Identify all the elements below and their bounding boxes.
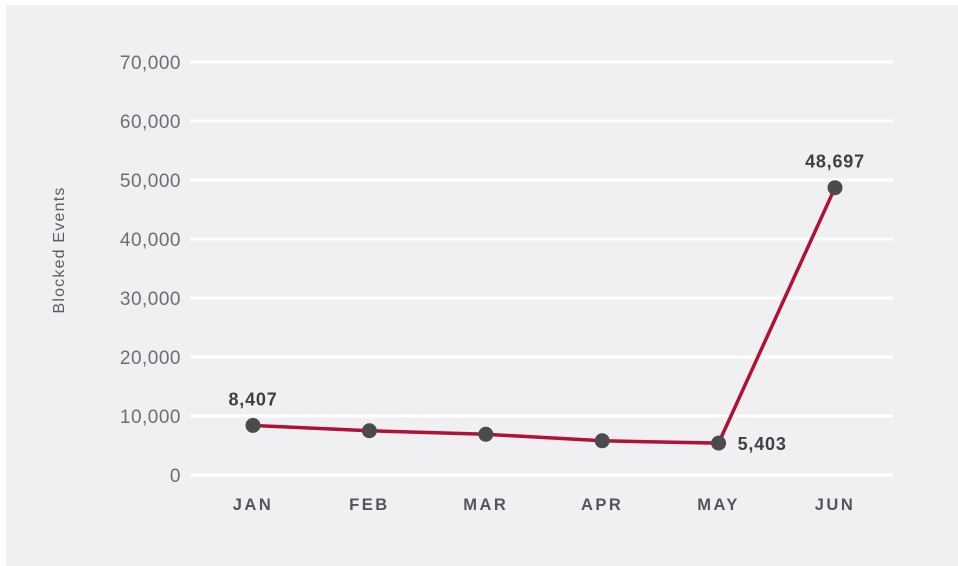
data-point-label: 8,407 bbox=[228, 389, 277, 409]
y-tick-label: 10,000 bbox=[120, 407, 181, 428]
data-point bbox=[827, 180, 843, 196]
data-point bbox=[361, 423, 377, 439]
x-tick-label: MAY bbox=[697, 496, 740, 514]
panel-border-left bbox=[0, 0, 6, 566]
y-tick-label: 20,000 bbox=[120, 348, 181, 369]
x-tick-label: MAR bbox=[463, 496, 508, 514]
data-point bbox=[594, 433, 610, 449]
y-tick-label: 50,000 bbox=[120, 171, 181, 192]
data-point bbox=[245, 417, 261, 433]
x-tick-label: JUN bbox=[815, 496, 856, 514]
x-tick-label: FEB bbox=[349, 496, 390, 514]
data-point bbox=[478, 426, 494, 442]
series-line bbox=[251, 185, 837, 445]
y-axis-title: Blocked Events bbox=[51, 186, 68, 313]
data-point-label: 5,403 bbox=[738, 434, 787, 454]
x-tick-label: JAN bbox=[233, 496, 274, 514]
panel-border-top bbox=[0, 0, 958, 5]
data-point bbox=[711, 435, 727, 451]
x-tick-label: APR bbox=[581, 496, 623, 514]
y-tick-label: 0 bbox=[170, 466, 181, 487]
data-point-label: 48,697 bbox=[805, 152, 865, 172]
y-tick-label: 70,000 bbox=[120, 53, 181, 74]
y-tick-label: 30,000 bbox=[120, 289, 181, 310]
y-tick-label: 40,000 bbox=[120, 230, 181, 251]
y-tick-label: 60,000 bbox=[120, 112, 181, 133]
